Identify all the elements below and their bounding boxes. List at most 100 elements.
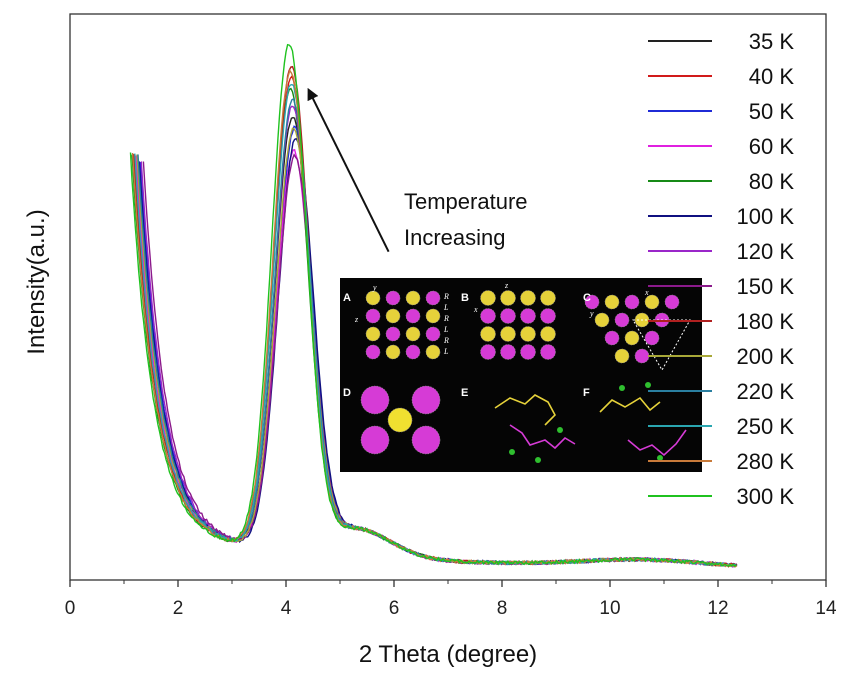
- inset-cluster: [411, 385, 441, 415]
- inset-chirality-4: L: [443, 325, 449, 334]
- inset-cluster: [614, 312, 630, 328]
- inset-cluster: [365, 344, 381, 360]
- series-line-300k: [129, 43, 737, 567]
- inset-panel-label-b: B: [461, 292, 469, 304]
- x-tick-label: 4: [281, 598, 292, 619]
- inset-cluster: [425, 326, 441, 342]
- inset-cluster: [405, 326, 421, 342]
- inset-cluster: [480, 326, 496, 342]
- inset-cluster: [520, 308, 536, 324]
- annotation-text-line1: Temperature: [404, 189, 528, 214]
- inset-axis-letter-a-z: z: [354, 315, 359, 324]
- inset-cluster: [604, 294, 620, 310]
- inset-cluster: [425, 344, 441, 360]
- inset-cluster: [644, 330, 660, 346]
- series-curves: [129, 43, 738, 568]
- inset-cluster: [500, 290, 516, 306]
- inset-panel-label-f: F: [583, 387, 590, 399]
- inset-cluster: [405, 308, 421, 324]
- inset-atom: [657, 455, 663, 461]
- legend: 35 K 40 K 50 K 60 K 80 K 100 K 120 K 150 K 180 K…: [648, 29, 794, 509]
- inset-cluster: [540, 290, 556, 306]
- inset-cluster: [614, 348, 630, 364]
- legend-label: 250 K: [737, 414, 795, 439]
- inset-molecule: [494, 394, 556, 426]
- inset-cluster: [425, 290, 441, 306]
- x-tick-label: 14: [815, 598, 837, 619]
- inset-axis-letter-a-y: y: [372, 283, 377, 292]
- x-tick-label: 12: [707, 598, 728, 619]
- inset-cluster: [584, 294, 600, 310]
- annotation-text-line2: Increasing: [404, 225, 506, 250]
- crystal-structure-inset: A B C D E F y z x z x y R L R L R L: [340, 278, 702, 472]
- temperature-annotation: Temperature Increasing: [307, 87, 528, 253]
- inset-axis-letter-b-z: z: [504, 281, 509, 290]
- legend-label: 280 K: [737, 449, 795, 474]
- inset-axis-letter-b-x: x: [473, 305, 478, 314]
- inset-cluster: [500, 344, 516, 360]
- legend-label: 220 K: [737, 379, 795, 404]
- inset-background: [340, 278, 702, 472]
- inset-cluster: [411, 425, 441, 455]
- inset-chirality-1: R: [443, 292, 449, 301]
- y-axis-label: Intensity(a.u.): [23, 209, 50, 354]
- inset-cluster: [480, 308, 496, 324]
- inset-panel-label-c: C: [583, 292, 591, 304]
- inset-axis-letter-c-y: y: [589, 309, 594, 318]
- inset-cluster: [624, 294, 640, 310]
- inset-cluster: [594, 312, 610, 328]
- x-tick-label: 8: [497, 598, 508, 619]
- legend-label: 100 K: [737, 204, 795, 229]
- x-axis-label: 2 Theta (degree): [359, 641, 537, 668]
- inset-atom: [557, 427, 563, 433]
- annotation-arrow: [307, 87, 390, 253]
- inset-cluster: [365, 326, 381, 342]
- inset-molecule: [627, 429, 687, 457]
- inset-cluster: [385, 344, 401, 360]
- inset-cluster: [540, 308, 556, 324]
- legend-label: 80 K: [749, 169, 795, 194]
- inset-cluster: [360, 385, 390, 415]
- inset-cluster: [385, 308, 401, 324]
- inset-cluster: [624, 330, 640, 346]
- legend-label: 40 K: [749, 64, 795, 89]
- inset-artwork: [360, 290, 691, 463]
- legend-label: 35 K: [749, 29, 795, 54]
- inset-chirality-2: L: [443, 303, 449, 312]
- legend-label: 60 K: [749, 134, 795, 159]
- inset-cluster: [480, 344, 496, 360]
- legend-label: 300 K: [737, 484, 795, 509]
- x-axis-ticks: 0 2 4 6 8 10 12 14: [65, 580, 837, 619]
- inset-cluster: [480, 290, 496, 306]
- inset-cluster: [360, 425, 390, 455]
- inset-cluster: [405, 290, 421, 306]
- inset-molecule: [509, 424, 576, 450]
- inset-cluster: [540, 326, 556, 342]
- inset-chirality-6: L: [443, 347, 449, 356]
- inset-cluster: [520, 326, 536, 342]
- inset-cluster: [644, 294, 660, 310]
- inset-panel-label-d: D: [343, 387, 351, 399]
- inset-cluster: [664, 294, 680, 310]
- legend-label: 150 K: [737, 274, 795, 299]
- inset-cluster: [540, 344, 556, 360]
- inset-chirality-3: R: [443, 314, 449, 323]
- inset-cluster: [405, 344, 421, 360]
- x-tick-label: 0: [65, 598, 76, 619]
- inset-panel-label-a: A: [343, 292, 351, 304]
- inset-cluster: [520, 290, 536, 306]
- inset-axis-letter-c-x: x: [644, 288, 649, 297]
- legend-label: 50 K: [749, 99, 795, 124]
- inset-molecule: [599, 396, 661, 413]
- inset-cluster: [385, 326, 401, 342]
- inset-atom: [645, 382, 651, 388]
- inset-cluster: [425, 308, 441, 324]
- inset-cluster: [604, 330, 620, 346]
- inset-cluster: [634, 348, 650, 364]
- legend-label: 120 K: [737, 239, 795, 264]
- legend-label: 180 K: [737, 309, 795, 334]
- inset-cluster: [387, 407, 413, 433]
- inset-panel-label-e: E: [461, 387, 468, 399]
- x-tick-label: 6: [389, 598, 400, 619]
